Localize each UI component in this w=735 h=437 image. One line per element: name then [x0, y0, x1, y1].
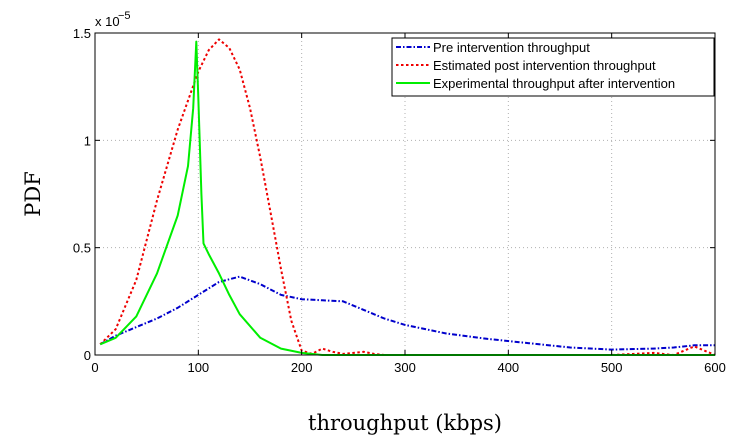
x-tick-label: 300 — [394, 360, 416, 375]
y-exponent-label: x 10 −5 — [95, 10, 131, 29]
grid-lines — [95, 33, 715, 355]
x-tick-label: 200 — [291, 360, 313, 375]
y-exponent-text: −5 — [118, 10, 131, 22]
y-tick-label: 0.5 — [73, 241, 91, 256]
y-tick-label: 0 — [84, 348, 91, 363]
axis-ticks: 0 100 200 300 400 500 600 0 0.5 1 1.5 — [73, 26, 726, 375]
y-multiplier-text: x 10 — [95, 14, 120, 29]
x-tick-label: 400 — [497, 360, 519, 375]
x-tick-label: 600 — [704, 360, 726, 375]
series-line-0 — [99, 275, 715, 351]
legend: Pre intervention throughput Estimated pos… — [391, 37, 715, 97]
x-tick-label: 100 — [187, 360, 209, 375]
legend-label-0: Pre intervention throughput — [433, 40, 590, 55]
y-tick-label: 1.5 — [73, 26, 91, 41]
y-axis-label: PDF — [21, 171, 45, 217]
x-tick-label: 0 — [91, 360, 98, 375]
legend-label-1: Estimated post intervention throughput — [433, 58, 656, 73]
x-axis-label: throughput (kbps) — [308, 411, 502, 435]
x-tick-label: 500 — [601, 360, 623, 375]
legend-box — [391, 37, 715, 97]
legend-label-2: Experimental throughput after interventi… — [433, 76, 675, 91]
y-tick-label: 1 — [84, 133, 91, 148]
